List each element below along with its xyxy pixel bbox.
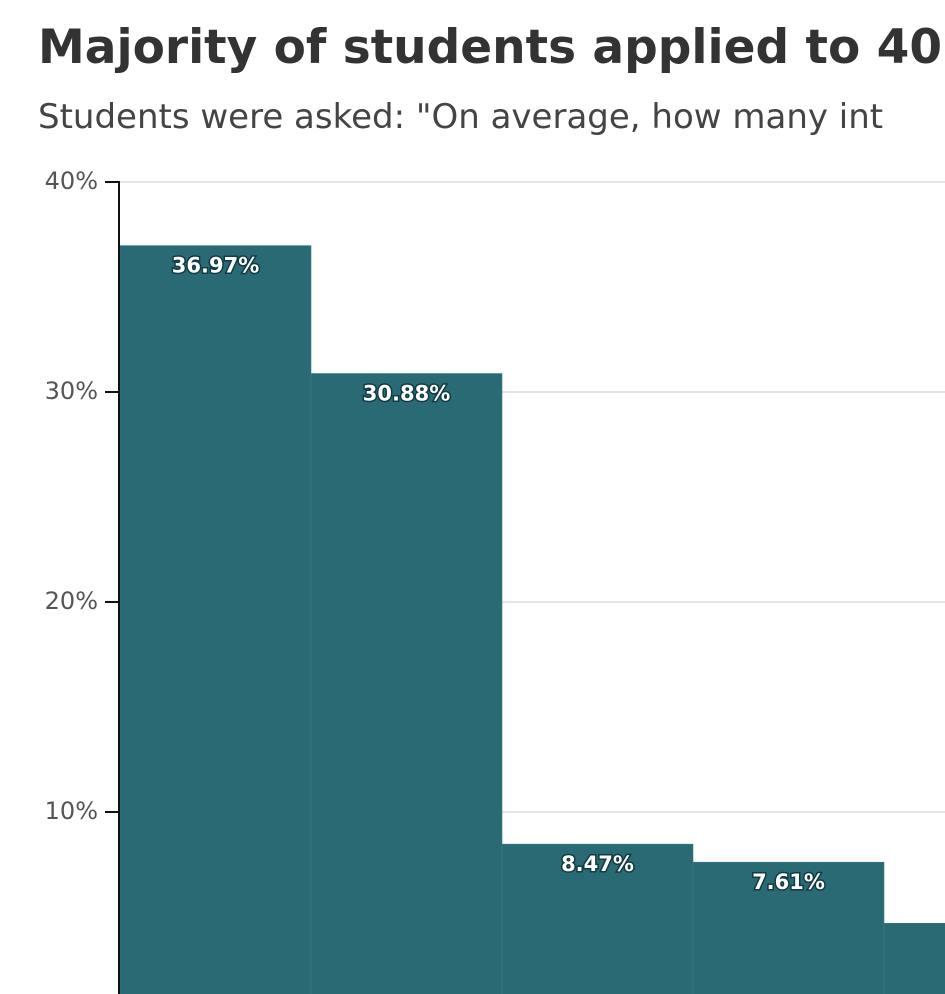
- y-tick-label: 20%: [45, 587, 98, 615]
- bar: [310, 373, 503, 994]
- value-label: 36.97%: [172, 254, 259, 278]
- y-tick-label: 40%: [45, 167, 98, 195]
- value-label: 7.61%: [752, 870, 825, 894]
- value-label: 30.88%: [363, 382, 450, 406]
- bar: [692, 861, 885, 994]
- bar: [883, 922, 945, 994]
- bar: [501, 843, 694, 994]
- chart-subtitle: Students were asked: "On average, how ma…: [38, 97, 883, 137]
- bars: 36.97% 30.88% 8.47% 7.61%: [119, 245, 945, 994]
- value-label: 8.47%: [561, 852, 634, 876]
- bar: [119, 245, 312, 994]
- y-tick-label: 30%: [45, 377, 98, 405]
- y-tick-label: 10%: [45, 797, 98, 825]
- chart-title: Majority of students applied to 40: [38, 20, 942, 75]
